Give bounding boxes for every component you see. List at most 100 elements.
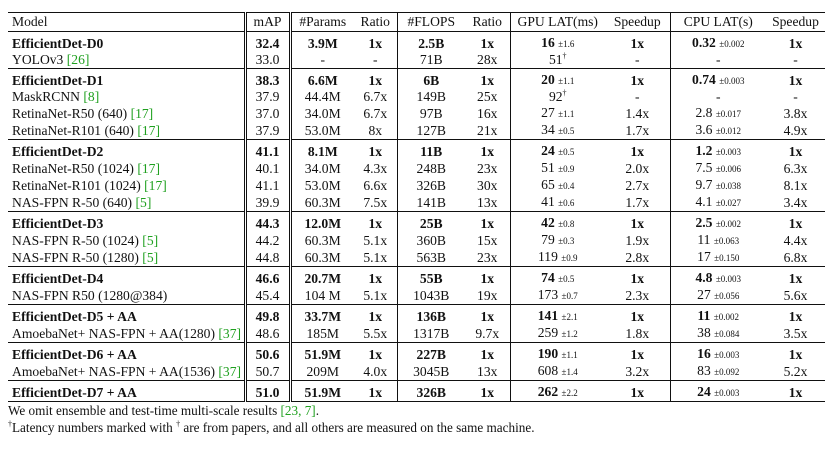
citation-link[interactable]: [5]	[142, 249, 159, 265]
table-row-efficientdet: EfficientDet-D4 46.6 20.7M 1x 55B 1x 74 ±0.5 1x…	[8, 266, 825, 287]
map-cell: 41.1	[243, 177, 290, 194]
gpu-speedup-cell: 1.7x	[625, 122, 650, 138]
citation-link[interactable]: [17]	[130, 105, 154, 121]
citation-link[interactable]: [37]	[218, 363, 242, 379]
model-name: EfficientDet-D6 + AA	[12, 346, 137, 362]
cpu-latency-value: 7.5	[695, 160, 713, 175]
column-header: Model	[8, 12, 245, 32]
gpu-latency-cell: 79 ±0.3	[509, 232, 605, 249]
cpu-latency-error: ±0.150	[714, 253, 740, 263]
cpu-latency-error: ±0.038	[715, 181, 742, 191]
footnote-text: Latency numbers marked with	[12, 420, 177, 435]
params-ratio-cell: 1x	[354, 31, 397, 52]
gpu-latency-error: ±1.1	[558, 109, 575, 119]
flops-ratio-cell: 21x	[477, 122, 498, 138]
cpu-latency-cell: -	[669, 52, 766, 69]
flops-cell: 326B	[396, 177, 465, 194]
gpu-latency-value: 141	[537, 308, 559, 323]
flops-cell: 1317B	[396, 325, 465, 343]
cpu-latency-value: 11	[697, 308, 711, 323]
gpu-speedup-cell: 1x	[605, 31, 670, 52]
citation-link[interactable]: [37]	[218, 325, 242, 341]
map-cell: 41.1	[243, 139, 290, 160]
model-name: RetinaNet-R101 (640)	[12, 122, 134, 138]
flops-cell: 141B	[396, 194, 465, 212]
model-name: EfficientDet-D7 + AA	[12, 384, 137, 400]
gpu-latency-error: ±1.6	[558, 39, 575, 49]
params-cell: 51.9M	[288, 380, 354, 402]
flops-ratio-cell: 9.7x	[475, 325, 500, 341]
gpu-latency-value: 173	[537, 287, 559, 302]
map-cell: 33.0	[243, 52, 290, 69]
params-ratio-cell: 8x	[368, 122, 383, 138]
cpu-latency-error: ±0.063	[713, 236, 740, 246]
cpu-speedup-cell: 1x	[766, 68, 825, 89]
gpu-latency-error: ±0.8	[558, 219, 575, 229]
params-ratio-cell: 7.5x	[363, 194, 388, 210]
results-table: Model mAP #Params Ratio #FLOPS Ratio GPU…	[8, 12, 825, 402]
flops-ratio-cell: 1x	[465, 304, 510, 325]
map-cell: 37.9	[243, 89, 290, 105]
citation-link[interactable]: [17]	[137, 160, 161, 176]
params-cell: 6.6M	[288, 68, 354, 89]
cpu-speedup-cell: 5.2x	[783, 363, 808, 379]
column-header: #FLOPS	[396, 12, 465, 32]
cpu-latency-cell: 2.5 ±0.002	[669, 211, 766, 232]
cpu-speedup-cell: 1x	[766, 266, 825, 287]
citation-link[interactable]: [5]	[142, 232, 159, 248]
column-header: CPU LAT(s)	[669, 12, 766, 32]
map-cell: 37.9	[243, 122, 290, 140]
params-ratio-cell: 6.7x	[363, 105, 388, 121]
gpu-speedup-cell: 1x	[605, 342, 670, 363]
gpu-latency-error: ±0.3	[558, 236, 575, 246]
gpu-latency-cell: 51†	[509, 52, 605, 69]
gpu-latency-cell: 20 ±1.1	[509, 68, 605, 89]
flops-cell: 227B	[396, 342, 465, 363]
footnote-text: are from papers, and all others are meas…	[180, 420, 535, 435]
gpu-speedup-cell: 2.7x	[625, 177, 650, 193]
cpu-latency-cell: 11 ±0.002	[669, 304, 766, 325]
cpu-latency-value: -	[715, 89, 721, 104]
map-cell: 40.1	[243, 160, 290, 177]
cpu-latency-error: ±0.056	[714, 291, 740, 301]
cpu-speedup-cell: 1x	[766, 304, 825, 325]
model-name-cell: MaskRCNN [8]	[8, 89, 245, 105]
gpu-latency-error: ±1.1	[561, 350, 578, 360]
params-ratio-cell: 1x	[354, 211, 397, 232]
cpu-latency-error: ±0.017	[715, 109, 742, 119]
params-cell: 3.9M	[288, 31, 354, 52]
cpu-speedup-cell: 6.3x	[783, 160, 808, 176]
gpu-speedup-cell: 2.3x	[625, 287, 650, 303]
table-row-efficientdet: EfficientDet-D5 + AA 49.8 33.7M 1x 136B 1x 141…	[8, 304, 825, 325]
model-name-cell: EfficientDet-D4	[8, 266, 245, 287]
params-cell: 104 M	[288, 287, 354, 305]
params-cell: 33.7M	[288, 304, 354, 325]
model-name: NAS-FPN R-50 (1280)	[12, 249, 139, 265]
cpu-speedup-cell: 3.4x	[783, 194, 808, 210]
column-header: #Params	[288, 12, 354, 32]
gpu-latency-value: 92	[548, 89, 563, 104]
gpu-latency-cell: 42 ±0.8	[509, 211, 605, 232]
gpu-latency-error: ±0.4	[558, 181, 575, 191]
gpu-latency-value: 79	[541, 232, 555, 247]
citation-link[interactable]: [26]	[66, 52, 90, 67]
gpu-latency-value: 41	[541, 194, 555, 209]
cpu-latency-error: ±0.012	[715, 126, 742, 136]
citation-link[interactable]: [8]	[83, 89, 100, 104]
table-row: NAS-FPN R-50 (640) [5] 39.9 60.3M 7.5x 141B 1…	[8, 194, 825, 212]
cpu-latency-error: ±0.006	[715, 164, 742, 174]
map-cell: 44.2	[243, 232, 290, 249]
params-ratio-cell: 5.5x	[363, 325, 388, 341]
cpu-latency-value: 24	[697, 384, 711, 399]
gpu-latency-error: ±0.5	[558, 126, 575, 136]
citation-link[interactable]: [5]	[135, 194, 152, 210]
model-name-cell: RetinaNet-R101 (1024) [17]	[8, 177, 245, 194]
flops-ratio-cell: 15x	[477, 232, 498, 248]
params-cell: 60.3M	[288, 232, 354, 249]
citation-link[interactable]: [17]	[144, 177, 167, 193]
table-row: NAS-FPN R-50 (1280) [5] 44.8 60.3M 5.1x 563B…	[8, 249, 825, 267]
gpu-latency-value: 262	[537, 384, 559, 399]
citation-link[interactable]: [17]	[137, 122, 161, 138]
footnote-citation[interactable]: [23, 7]	[280, 403, 316, 418]
params-cell: 53.0M	[288, 122, 354, 140]
